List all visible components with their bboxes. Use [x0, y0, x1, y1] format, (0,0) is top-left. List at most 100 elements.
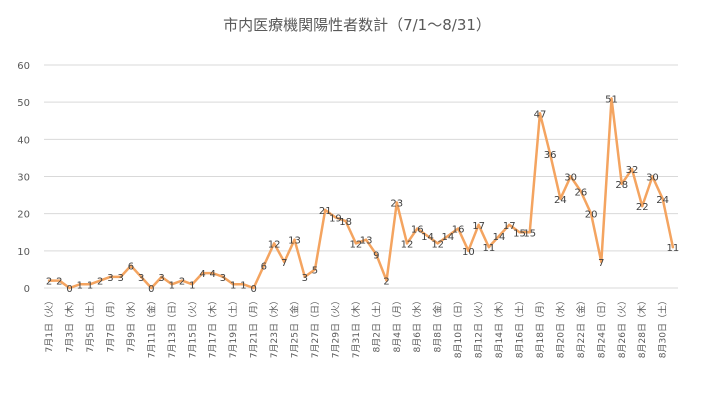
data-point: [600, 260, 603, 264]
data-point: [252, 286, 255, 290]
y-tick-label: 0: [24, 284, 30, 295]
data-point: [201, 271, 204, 275]
data-label: 12: [431, 239, 444, 250]
data-label: 30: [564, 173, 577, 184]
data-point: [426, 234, 429, 238]
data-point: [661, 197, 664, 200]
data-point: [88, 283, 92, 286]
data-point: [641, 205, 644, 208]
data-point: [344, 219, 347, 223]
x-tick-label: 7月3日（木）: [64, 296, 76, 352]
data-label: 1: [87, 280, 93, 291]
data-label: 16: [411, 225, 424, 236]
data-label: 15: [523, 228, 536, 239]
data-label: 20: [585, 210, 598, 221]
data-label: 3: [118, 273, 124, 284]
x-tick-label: 7月5日（土）: [84, 296, 96, 352]
data-label: 3: [220, 273, 226, 284]
y-tick-label: 30: [17, 173, 30, 184]
x-tick-label: 7月15日（火）: [187, 296, 198, 358]
x-tick-label: 7月31日（木）: [350, 296, 362, 358]
x-tick-label: 8月10日（日）: [453, 296, 464, 358]
data-label: 1: [230, 280, 236, 291]
data-point: [538, 112, 542, 115]
y-tick-label: 60: [17, 61, 30, 72]
data-label: 2: [46, 277, 52, 288]
data-point: [385, 279, 388, 282]
data-point: [119, 275, 122, 279]
data-label: 1: [240, 280, 246, 291]
data-label: 2: [97, 277, 103, 288]
x-tick-label: 7月19日（土）: [227, 296, 239, 358]
data-label: 2: [56, 277, 62, 288]
data-label: 9: [373, 251, 379, 262]
data-point: [99, 279, 102, 282]
data-label: 3: [158, 273, 164, 284]
data-point: [651, 175, 654, 178]
data-label: 28: [615, 180, 628, 191]
chart-title: 市内医療機関陽性者数計（7/1～8/31）: [223, 16, 491, 34]
data-label: 16: [452, 225, 465, 236]
data-point: [487, 245, 491, 249]
data-label: 24: [656, 195, 669, 206]
x-tick-label: 8月24日（日）: [596, 296, 607, 358]
series-line: [47, 97, 675, 290]
data-point: [58, 279, 61, 282]
data-label: 15: [513, 228, 526, 239]
x-tick-label: 7月1日（火）: [44, 296, 55, 352]
data-label: 11: [667, 243, 680, 254]
data-label: 4: [199, 269, 205, 280]
data-point: [630, 167, 634, 171]
y-tick-label: 50: [17, 98, 30, 109]
x-tick-label: 8月8日（金）: [432, 296, 444, 352]
data-label: 6: [128, 262, 134, 273]
data-point: [395, 201, 398, 204]
data-label: 2: [383, 277, 389, 288]
data-point: [221, 275, 225, 279]
data-point: [313, 268, 317, 271]
data-point: [150, 286, 153, 290]
x-tick-label: 7月29日（火）: [330, 296, 341, 358]
x-tick-label: 8月2日（土）: [370, 296, 382, 352]
data-point: [272, 242, 276, 245]
data-label: 51: [605, 94, 618, 105]
data-point: [364, 238, 368, 241]
data-point: [139, 275, 143, 279]
data-label: 17: [503, 221, 516, 232]
data-point: [129, 264, 133, 267]
data-label: 32: [626, 165, 639, 176]
data-point: [68, 286, 71, 290]
data-label: 12: [401, 239, 414, 250]
x-tick-label: 8月14日（木）: [493, 296, 505, 358]
x-tick-label: 7月27日（日）: [310, 296, 321, 358]
data-label: 36: [544, 150, 557, 161]
data-label: 24: [554, 195, 567, 206]
data-label: 18: [339, 217, 352, 228]
y-tick-label: 20: [17, 210, 30, 221]
data-label: 17: [472, 221, 485, 232]
data-label: 11: [482, 243, 495, 254]
data-point: [375, 253, 378, 256]
data-label: 1: [77, 280, 83, 291]
data-label: 3: [107, 273, 113, 284]
data-label: 4: [210, 269, 216, 280]
data-label: 30: [646, 173, 659, 184]
x-tick-label: 7月13日（日）: [167, 296, 178, 358]
data-point: [334, 216, 337, 219]
data-label: 3: [302, 273, 308, 284]
x-tick-label: 8月6日（水）: [411, 296, 423, 352]
y-axis-ticks: 0 10 20 30 40 50 60: [17, 61, 30, 295]
data-label: 22: [636, 202, 649, 213]
data-point: [497, 234, 501, 238]
data-label: 6: [261, 262, 267, 273]
data-point: [231, 283, 235, 286]
data-label: 7: [281, 258, 287, 269]
data-label: 0: [250, 284, 256, 295]
data-label: 23: [390, 199, 403, 210]
data-point: [170, 283, 174, 286]
data-point: [518, 231, 521, 234]
data-point: [579, 190, 583, 193]
x-tick-label: 8月18日（月）: [535, 296, 546, 358]
